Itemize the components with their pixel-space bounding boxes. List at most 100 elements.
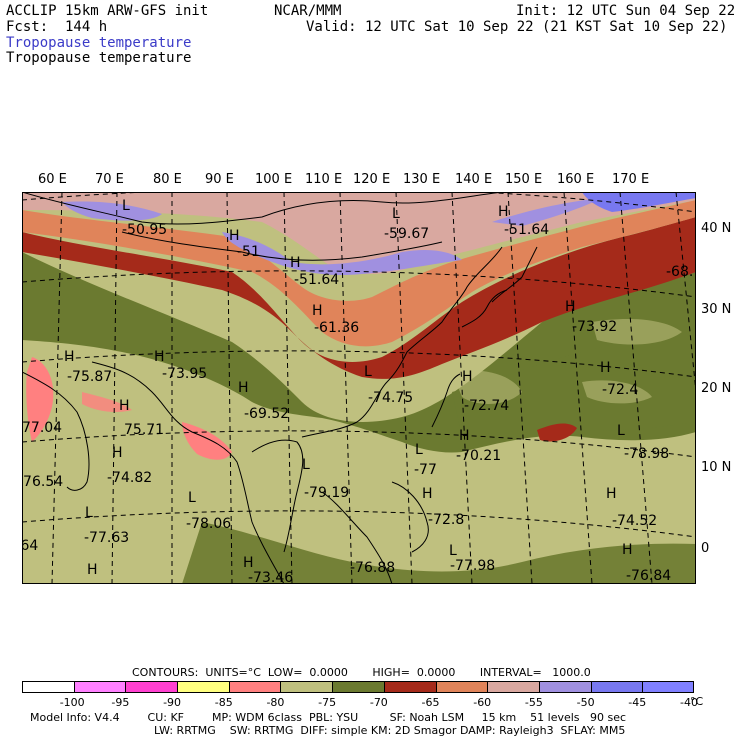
valid-time: Valid: 12 UTC Sat 10 Sep 22 (21 KST Sat … (306, 19, 728, 35)
variable-title-secondary: Tropopause temperature (6, 50, 192, 66)
extremum-value: -51.64 (504, 222, 549, 238)
field-band-minus65 (22, 217, 696, 379)
extremum-value: -77.63 (84, 530, 129, 546)
high-marker: H (154, 349, 165, 365)
field-band-minus45 (582, 192, 696, 212)
extremum-value: -73.46 (248, 570, 293, 584)
high-marker: H (462, 369, 473, 385)
colorbar-swatch (487, 681, 539, 693)
contour-info: CONTOURS: UNITS=°C LOW= 0.0000 HIGH= 0.0… (132, 666, 591, 679)
extremum-value: -77 (414, 462, 437, 478)
high-marker: H (498, 204, 509, 220)
init-time: Init: 12 UTC Sun 04 Sep 22 (516, 3, 736, 19)
longitude-label: 110 E (305, 172, 343, 187)
colorbar-level-label: -90 (163, 696, 182, 709)
high-marker: H (565, 299, 576, 315)
field-band-minus50 (62, 201, 162, 221)
high-marker: H (112, 445, 123, 461)
extremum-value: -73.95 (162, 366, 207, 382)
colorbar-swatch (125, 681, 178, 693)
field-band-minus80 (82, 392, 132, 412)
colorbar-level-label: -95 (111, 696, 130, 709)
low-marker: L (188, 490, 196, 506)
low-marker: L (364, 364, 372, 380)
extremum-value: -74.75 (368, 390, 413, 406)
extremum-value: -70.21 (456, 448, 501, 464)
high-marker: H (312, 303, 323, 319)
colorbar-level-label: -100 (59, 696, 85, 709)
low-marker: L (122, 198, 130, 214)
extremum-value: 75.71 (124, 422, 164, 438)
low-marker: L (392, 206, 400, 222)
longitude-label: 130 E (403, 172, 441, 187)
colorbar-swatch (22, 681, 74, 693)
field-band-minus50 (492, 198, 602, 226)
colorbar-unit: °C (690, 695, 704, 708)
high-marker: H (422, 486, 433, 502)
colorbar-level-label: -40 (680, 696, 698, 709)
colorbar-swatch (538, 681, 591, 693)
colorbar-swatch (435, 681, 488, 693)
extrema-markers: L-50.95 H-51H-51.64L-59.67H-51.64H-61.36-… (22, 198, 693, 584)
colorbar-swatch (73, 681, 126, 693)
high-marker: H (459, 428, 470, 444)
colorbar-swatch (280, 681, 333, 693)
colorbar-level-label: -50 (576, 696, 595, 709)
high-marker: H (606, 486, 617, 502)
longitude-label: 150 E (505, 172, 543, 187)
latitude-label: 40 N (701, 221, 732, 236)
colorbar-level-label: -65 (421, 696, 440, 709)
latitude-label: 30 N (701, 302, 732, 317)
colorbar-swatch (332, 681, 384, 693)
longitude-label: 70 E (95, 172, 124, 187)
colorbar-swatch (590, 681, 643, 693)
extremum-value: -69.52 (244, 406, 289, 422)
high-marker: H (622, 542, 633, 558)
forecast-hour: Fcst: 144 h (6, 19, 108, 35)
colorbar-swatch (228, 681, 281, 693)
extremum-value: -50.95 (122, 222, 167, 238)
extremum-value: -74.82 (107, 470, 152, 486)
extremum-value: -78.98 (624, 446, 669, 462)
high-marker: H (243, 555, 254, 571)
extremum-value: -77.98 (450, 558, 495, 574)
longitude-label: 90 E (205, 172, 234, 187)
longitude-label: 60 E (38, 172, 67, 187)
high-marker: H (64, 349, 75, 365)
longitude-label: 170 E (612, 172, 650, 187)
extremum-value: -76.54 (22, 474, 63, 490)
high-marker: H (229, 228, 240, 244)
extremum-value: -72.8 (428, 512, 464, 528)
extremum-value: -74.52 (612, 513, 657, 529)
high-marker: H (238, 380, 249, 396)
extremum-value: -68. (666, 264, 693, 280)
field-band-minus70-south (182, 522, 696, 584)
field-band-minus70-east (452, 332, 696, 437)
high-marker: H (600, 360, 611, 376)
high-marker: H (290, 255, 301, 271)
colorbar-level-label: -60 (473, 696, 492, 709)
longitude-label: 120 E (353, 172, 391, 187)
extremum-value: -51.64 (294, 272, 339, 288)
extremum-value: -51 (237, 244, 260, 260)
low-marker: L (85, 505, 93, 521)
latitude-label: 0 (701, 541, 710, 556)
high-marker: H (87, 562, 98, 578)
field-band-minus80 (26, 357, 54, 442)
colorbar-level-label: -75 (318, 696, 337, 709)
low-marker: L (302, 457, 310, 473)
extremum-value: -72.74 (464, 398, 509, 414)
high-marker: H (119, 398, 130, 414)
latitude-label: 10 N (701, 460, 732, 475)
colorbar-level-label: -70 (369, 696, 388, 709)
institution-label: NCAR/MMM (274, 3, 342, 19)
coastlines (22, 192, 538, 584)
extremum-value: -78.06 (186, 516, 231, 532)
longitude-label: 140 E (455, 172, 493, 187)
extremum-value: -59.67 (384, 226, 429, 242)
longitude-label: 160 E (557, 172, 595, 187)
variable-title-primary: Tropopause temperature (6, 35, 192, 51)
graticule (22, 192, 696, 584)
field-band-minus50 (222, 232, 462, 276)
tropopause-temperature-map: L-50.95 H-51H-51.64L-59.67H-51.64H-61.36-… (22, 192, 696, 584)
